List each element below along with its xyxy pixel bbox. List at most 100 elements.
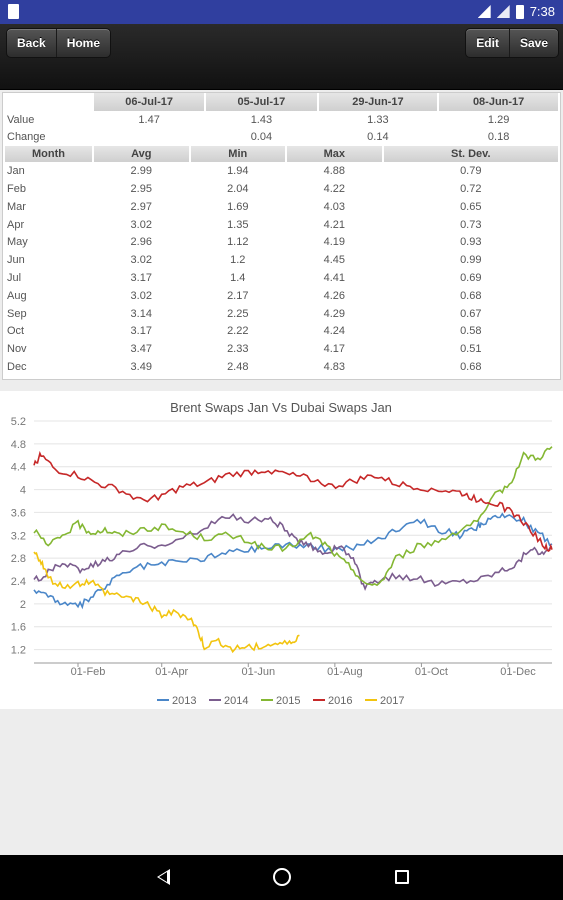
stats-header-row: Month Avg Min Max St. Dev. xyxy=(5,146,558,163)
stdev-cell: 0.69 xyxy=(460,272,482,285)
stdev-cell: 0.68 xyxy=(460,289,482,302)
change-label: Change xyxy=(7,131,46,144)
max-cell: 4.45 xyxy=(323,254,345,267)
max-cell: 4.17 xyxy=(323,343,345,356)
legend-label: 2014 xyxy=(224,695,248,707)
edit-button[interactable]: Edit xyxy=(466,29,510,57)
back-button[interactable]: Back xyxy=(7,29,57,57)
month-cell: May xyxy=(7,236,28,249)
change-cell: 0.18 xyxy=(487,131,510,144)
legend-label: 2016 xyxy=(328,695,352,707)
battery-icon xyxy=(515,4,524,19)
y-tick-label: 5.2 xyxy=(11,416,26,428)
value-cell: 1.47 xyxy=(138,113,160,126)
avg-cell: 3.17 xyxy=(130,325,152,338)
max-cell: 4.24 xyxy=(323,325,345,338)
avg-cell: 2.97 xyxy=(130,200,152,213)
stats-row: Jan 2.99 1.94 4.88 0.79 xyxy=(5,162,558,180)
month-cell: Aug xyxy=(7,289,27,302)
date-header: 08-Jun-17 xyxy=(439,93,558,111)
y-tick-label: 2 xyxy=(20,599,26,611)
stats-row: Jul 3.17 1.4 4.41 0.69 xyxy=(5,269,558,287)
min-cell: 2.33 xyxy=(227,343,249,356)
avg-cell: 3.47 xyxy=(130,343,152,356)
legend-label: 2017 xyxy=(380,695,404,707)
month-cell: Jun xyxy=(7,254,25,267)
min-cell: 1.12 xyxy=(227,236,249,249)
max-cell: 4.22 xyxy=(323,183,345,196)
avg-cell: 2.99 xyxy=(130,165,152,178)
avg-cell: 3.02 xyxy=(130,254,152,267)
stats-row: Sep 3.14 2.25 4.29 0.67 xyxy=(5,305,558,323)
stats-row: Oct 3.17 2.22 4.24 0.58 xyxy=(5,323,558,341)
y-tick-label: 3.6 xyxy=(11,507,26,519)
max-cell: 4.21 xyxy=(323,218,345,231)
max-cell: 4.88 xyxy=(323,165,345,178)
x-tick-label: 01-Jun xyxy=(241,666,275,678)
min-cell: 2.04 xyxy=(227,183,249,196)
stdev-cell: 0.73 xyxy=(460,218,482,231)
stdev-cell: 0.65 xyxy=(460,200,482,213)
stdev-cell: 0.68 xyxy=(460,361,482,374)
value-cell: 1.33 xyxy=(367,113,389,126)
status-time: 7:38 xyxy=(529,4,555,19)
legend-label: 2013 xyxy=(172,695,196,707)
x-tick-label: 01-Aug xyxy=(327,666,362,678)
line-chart: Brent Swaps Jan Vs Dubai Swaps Jan 5.2 4.8… xyxy=(11,400,553,707)
stdev-cell: 0.67 xyxy=(460,307,482,320)
min-cell: 1.4 xyxy=(230,272,246,285)
series-line-2016 xyxy=(33,450,553,553)
month-cell: Nov xyxy=(7,343,27,356)
summary-corner xyxy=(5,93,92,111)
series-line-2014 xyxy=(33,513,553,591)
month-cell: Dec xyxy=(7,361,27,374)
summary-header-row: 06-Jul-17 05-Jul-17 29-Jun-17 08-Jun-17 xyxy=(5,93,558,111)
month-cell: Mar xyxy=(7,200,26,213)
stdev-cell: 0.99 xyxy=(460,254,482,267)
max-cell: 4.83 xyxy=(323,361,345,374)
month-cell: Jul xyxy=(7,272,22,285)
back-nav-icon[interactable] xyxy=(157,869,170,885)
month-cell: Jan xyxy=(7,165,25,178)
min-cell: 1.94 xyxy=(227,165,249,178)
y-tick-label: 4.4 xyxy=(11,462,26,474)
stdev-header: St. Dev. xyxy=(383,146,558,163)
avg-cell: 3.49 xyxy=(130,361,152,374)
change-row: Change 0.04 0.14 0.18 xyxy=(5,129,558,147)
stdev-cell: 0.72 xyxy=(460,183,482,196)
y-tick-label: 4.8 xyxy=(11,439,26,451)
avg-cell: 2.96 xyxy=(130,236,152,249)
y-tick-label: 1.2 xyxy=(11,645,26,657)
avg-cell: 3.02 xyxy=(130,218,152,231)
stats-row: Jun 3.02 1.2 4.45 0.99 xyxy=(5,251,558,269)
y-tick-label: 1.6 xyxy=(11,622,26,634)
home-nav-icon[interactable] xyxy=(273,868,291,886)
min-cell: 1.35 xyxy=(227,218,249,231)
android-nav-bar xyxy=(0,855,563,900)
max-cell: 4.19 xyxy=(323,236,345,249)
date-header: 06-Jul-17 xyxy=(94,93,205,111)
stdev-cell: 0.58 xyxy=(460,325,482,338)
max-cell: 4.41 xyxy=(323,272,345,285)
date-header: 29-Jun-17 xyxy=(318,93,438,111)
month-cell: Oct xyxy=(7,325,25,338)
max-cell: 4.29 xyxy=(323,307,345,320)
max-cell: 4.26 xyxy=(323,289,345,302)
home-button[interactable]: Home xyxy=(66,36,101,50)
max-header: Max xyxy=(287,146,382,163)
month-cell: Sep xyxy=(7,307,27,320)
change-cell: 0.14 xyxy=(367,131,389,144)
recents-nav-icon[interactable] xyxy=(395,870,409,884)
avg-cell: 3.17 xyxy=(130,272,152,285)
x-tick-label: 01-Apr xyxy=(155,666,188,678)
min-header: Min xyxy=(190,146,286,163)
x-tick-label: 01-Oct xyxy=(415,666,448,678)
signal-icon xyxy=(496,5,510,18)
min-cell: 2.48 xyxy=(227,361,249,374)
save-button[interactable]: Save xyxy=(519,36,548,50)
change-cell: 0.04 xyxy=(250,131,273,144)
wifi-icon xyxy=(477,5,491,18)
stdev-cell: 0.51 xyxy=(460,343,482,356)
monthly-stats-table: Month Avg Min Max St. Dev. Jan 2.99 1.94 4.… xyxy=(3,146,560,376)
main-content: 06-Jul-17 05-Jul-17 29-Jun-17 08-Jun-17 … xyxy=(0,90,563,855)
